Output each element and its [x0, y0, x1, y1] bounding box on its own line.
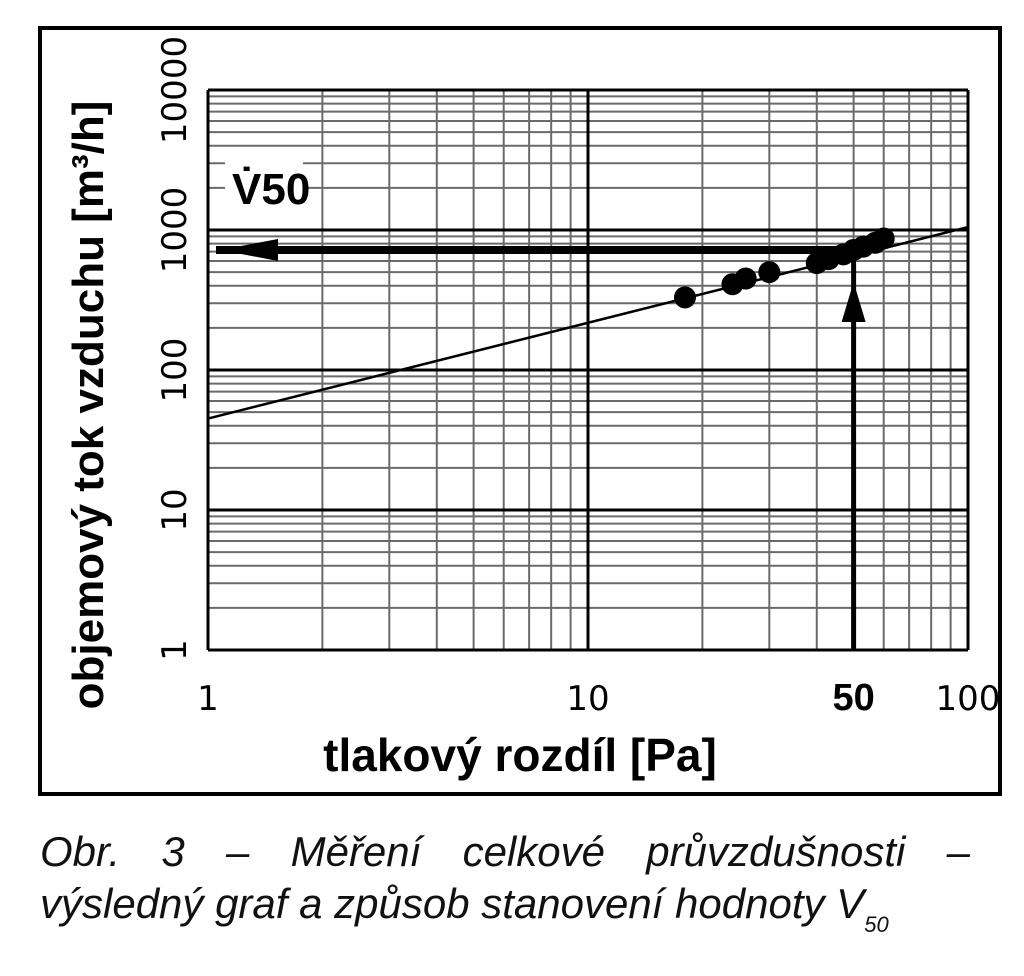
y-axis-label: objemový tok vzduchu [m³/h]: [64, 101, 113, 710]
y-tick-label: 10000: [155, 36, 195, 144]
caption-line-1: Obr. 3 – Měření celkové průvzdušnosti –: [40, 828, 970, 875]
caption-line-2-text: výsledný graf a způsob stanovení hodnoty…: [40, 880, 865, 927]
data-point: [758, 261, 781, 284]
ticks-layer: 1 10 50 100 1 10 100 1000 10000: [155, 36, 1000, 719]
y-tick-label: 10: [155, 488, 195, 531]
data-point: [674, 286, 697, 309]
y-tick-label: 1: [155, 639, 195, 661]
caption-line-2: výsledný graf a způsob stanovení hodnoty…: [40, 878, 970, 951]
annotation-bg: [225, 150, 303, 216]
caption-subscript: 50: [864, 912, 889, 937]
y-tick-label: 100: [155, 338, 195, 403]
x-tick-label: 100: [936, 679, 1001, 719]
arrow-left-head: [220, 238, 278, 261]
annotation-label: V̇50: [232, 165, 310, 214]
data-point: [734, 267, 757, 290]
grid-major: [206, 88, 970, 652]
x-axis-label: tlakový rozdíl [Pa]: [323, 729, 717, 781]
x-tick-label: 50: [832, 677, 874, 719]
figure-caption: Obr. 3 – Měření celkové průvzdušnosti – …: [40, 826, 970, 951]
data-point: [872, 227, 895, 250]
chart: 1 10 50 100 1 10 100 1000 10000 tlakový rozdíl […: [64, 36, 1000, 781]
y-tick-label: 1000: [155, 187, 195, 274]
chart-frame: [38, 26, 1002, 796]
arrow-layer: [216, 238, 866, 650]
arrow-up-head: [841, 281, 866, 322]
x-tick-label: 10: [566, 679, 609, 719]
x-tick-label: 1: [197, 679, 219, 719]
points-layer: [674, 227, 895, 309]
